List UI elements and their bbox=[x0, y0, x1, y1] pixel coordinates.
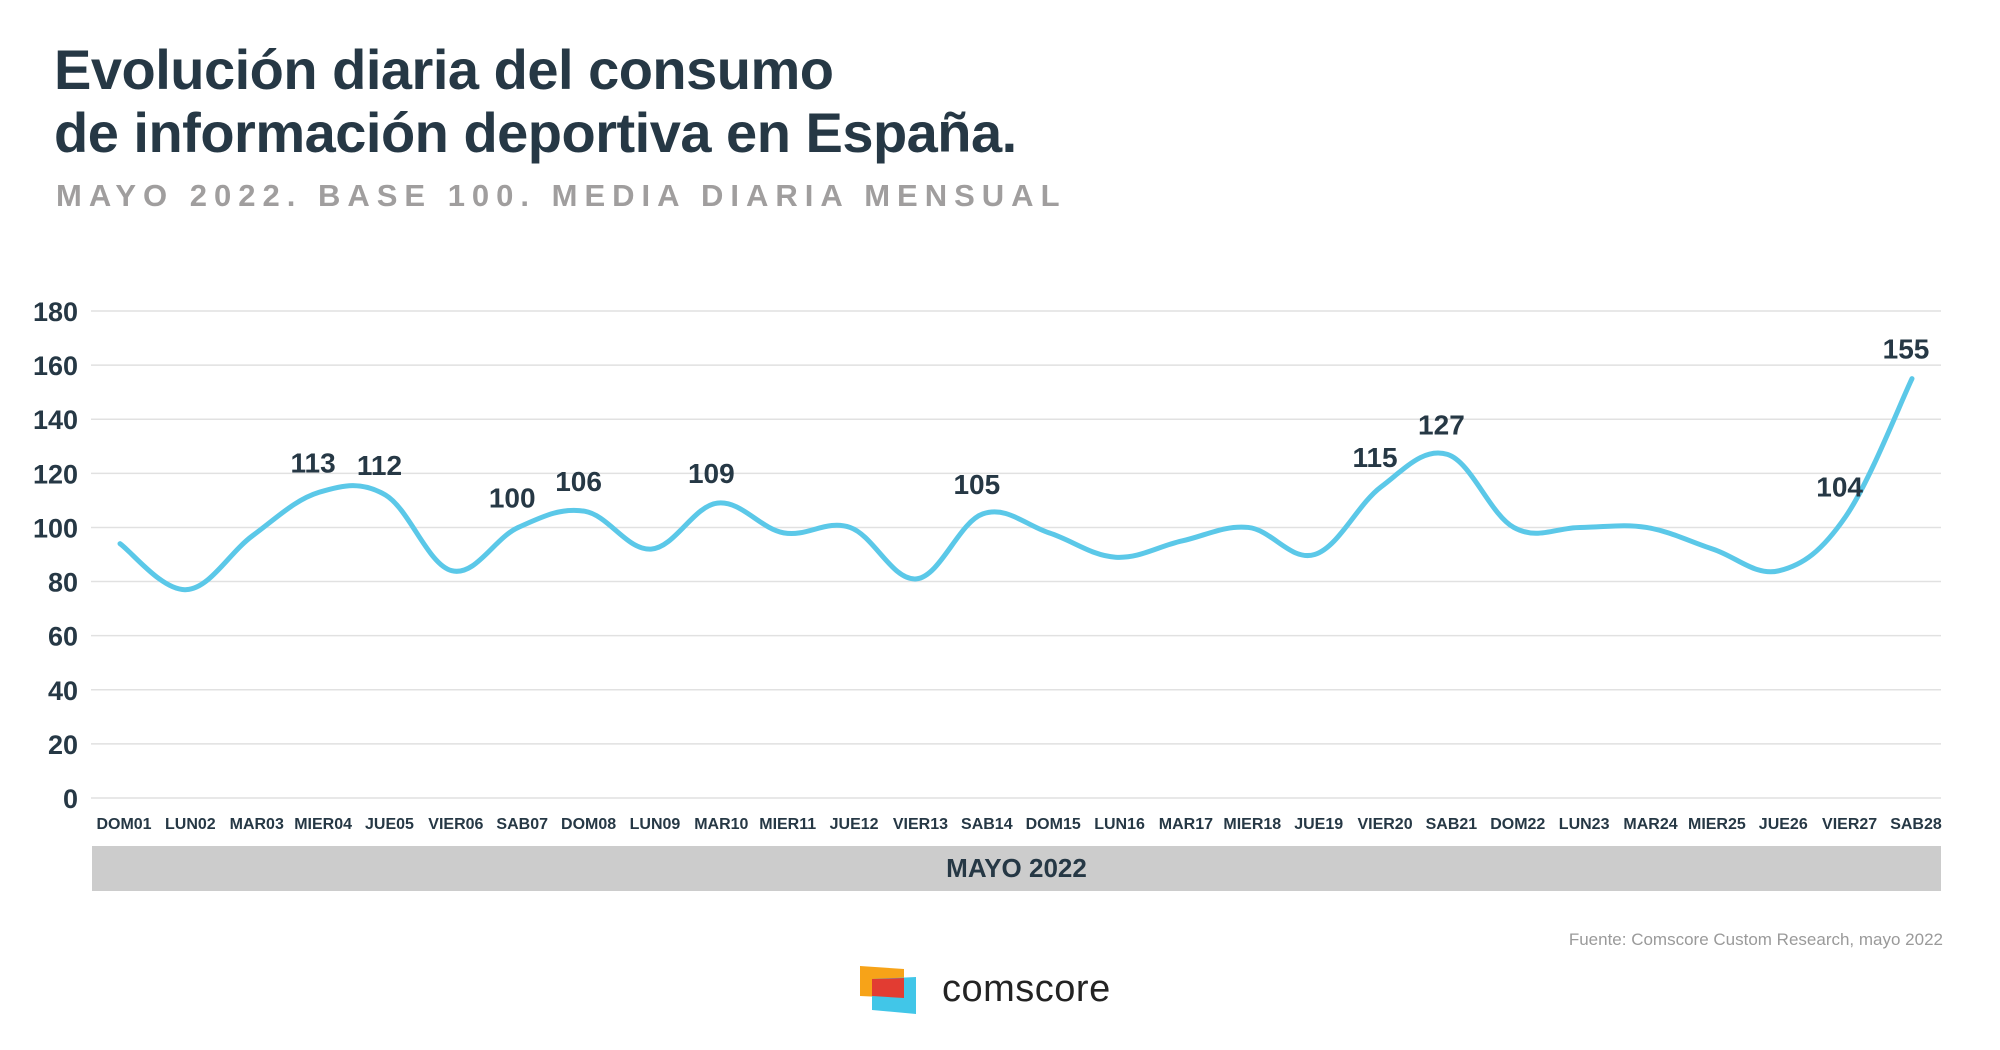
source-note: Fuente: Comscore Custom Research, mayo 2… bbox=[1568, 930, 1943, 949]
y-tick-label: 160 bbox=[33, 351, 78, 381]
comscore-logo-text: comscore bbox=[942, 967, 1111, 1010]
y-tick-label: 0 bbox=[63, 784, 78, 814]
chart-title-line-1: Evolución diaria del consumo bbox=[54, 38, 834, 101]
x-tick-label: JUE05 bbox=[365, 816, 414, 833]
x-tick-label: DOM15 bbox=[1026, 816, 1081, 833]
y-tick-label: 180 bbox=[33, 297, 78, 327]
x-tick-label: VIER13 bbox=[893, 816, 948, 833]
data-labels: 113 112 100 106 109 105 115 127 104 155 bbox=[291, 334, 1930, 514]
data-label: 155 bbox=[1883, 334, 1930, 365]
x-tick-label: SAB14 bbox=[961, 816, 1013, 833]
y-axis: 0 20 40 60 80 100 120 140 160 180 bbox=[33, 297, 78, 814]
data-label: 109 bbox=[688, 458, 735, 489]
x-tick-label: DOM01 bbox=[96, 816, 151, 833]
comscore-logo: comscore bbox=[860, 964, 1111, 1014]
x-tick-label: VIER20 bbox=[1357, 816, 1412, 833]
comscore-logo-icon bbox=[860, 964, 920, 1014]
x-tick-label: JUE26 bbox=[1759, 816, 1808, 833]
x-tick-label: SAB21 bbox=[1426, 816, 1478, 833]
chart-subtitle: MAYO 2022. BASE 100. MEDIA DIARIA MENSUA… bbox=[56, 178, 1067, 213]
series-line bbox=[117, 376, 1915, 593]
data-label: 104 bbox=[1816, 472, 1863, 503]
data-label: 100 bbox=[489, 482, 536, 513]
chart-title: Evolución diaria del consumo de informac… bbox=[54, 38, 1017, 164]
x-tick-label: SAB28 bbox=[1890, 816, 1942, 833]
x-tick-label: MAR10 bbox=[694, 816, 748, 833]
x-tick-label: VIER27 bbox=[1822, 816, 1877, 833]
x-tick-label: SAB07 bbox=[496, 816, 548, 833]
x-tick-label: JUE19 bbox=[1294, 816, 1343, 833]
y-tick-label: 20 bbox=[48, 730, 78, 760]
x-tick-label: MAR03 bbox=[230, 816, 284, 833]
x-axis-group-label: MAYO 2022 bbox=[946, 853, 1087, 883]
x-tick-label: MAR24 bbox=[1623, 816, 1677, 833]
x-tick-label: MIER25 bbox=[1688, 816, 1746, 833]
x-tick-label: MIER04 bbox=[294, 816, 352, 833]
gridlines bbox=[91, 310, 1941, 799]
chart-title-line-2: de información deportiva en España. bbox=[54, 101, 1017, 164]
y-tick-label: 100 bbox=[33, 513, 78, 543]
y-tick-label: 140 bbox=[33, 405, 78, 435]
x-tick-label: LUN02 bbox=[165, 816, 216, 833]
x-tick-label: MIER11 bbox=[759, 816, 816, 833]
x-tick-label: VIER06 bbox=[428, 816, 483, 833]
y-tick-label: 60 bbox=[48, 622, 78, 652]
x-axis-group-band: MAYO 2022 bbox=[92, 846, 1941, 891]
y-tick-label: 120 bbox=[33, 459, 78, 489]
x-tick-label: DOM08 bbox=[561, 816, 616, 833]
y-tick-label: 40 bbox=[48, 676, 78, 706]
x-axis: DOM01 LUN02 MAR03 MIER04 JUE05 VIER06 SAB07 DOM… bbox=[96, 816, 1941, 833]
x-tick-label: LUN16 bbox=[1094, 816, 1145, 833]
x-tick-label: JUE12 bbox=[830, 816, 879, 833]
data-label: 115 bbox=[1352, 442, 1397, 473]
series-layer bbox=[117, 376, 1915, 593]
x-tick-label: DOM22 bbox=[1490, 816, 1545, 833]
x-tick-label: LUN09 bbox=[630, 816, 681, 833]
data-label: 113 bbox=[291, 447, 336, 478]
data-label: 112 bbox=[357, 450, 402, 481]
y-tick-label: 80 bbox=[48, 568, 78, 598]
data-label: 127 bbox=[1418, 409, 1465, 440]
x-tick-label: MIER18 bbox=[1223, 816, 1281, 833]
data-label: 105 bbox=[953, 469, 1000, 500]
data-label: 106 bbox=[555, 466, 602, 497]
x-tick-label: MAR17 bbox=[1159, 816, 1213, 833]
line-chart: 0 20 40 60 80 100 120 140 160 180 DOM01 LUN02 MAR03… bbox=[33, 297, 1942, 833]
x-tick-label: LUN23 bbox=[1559, 816, 1610, 833]
